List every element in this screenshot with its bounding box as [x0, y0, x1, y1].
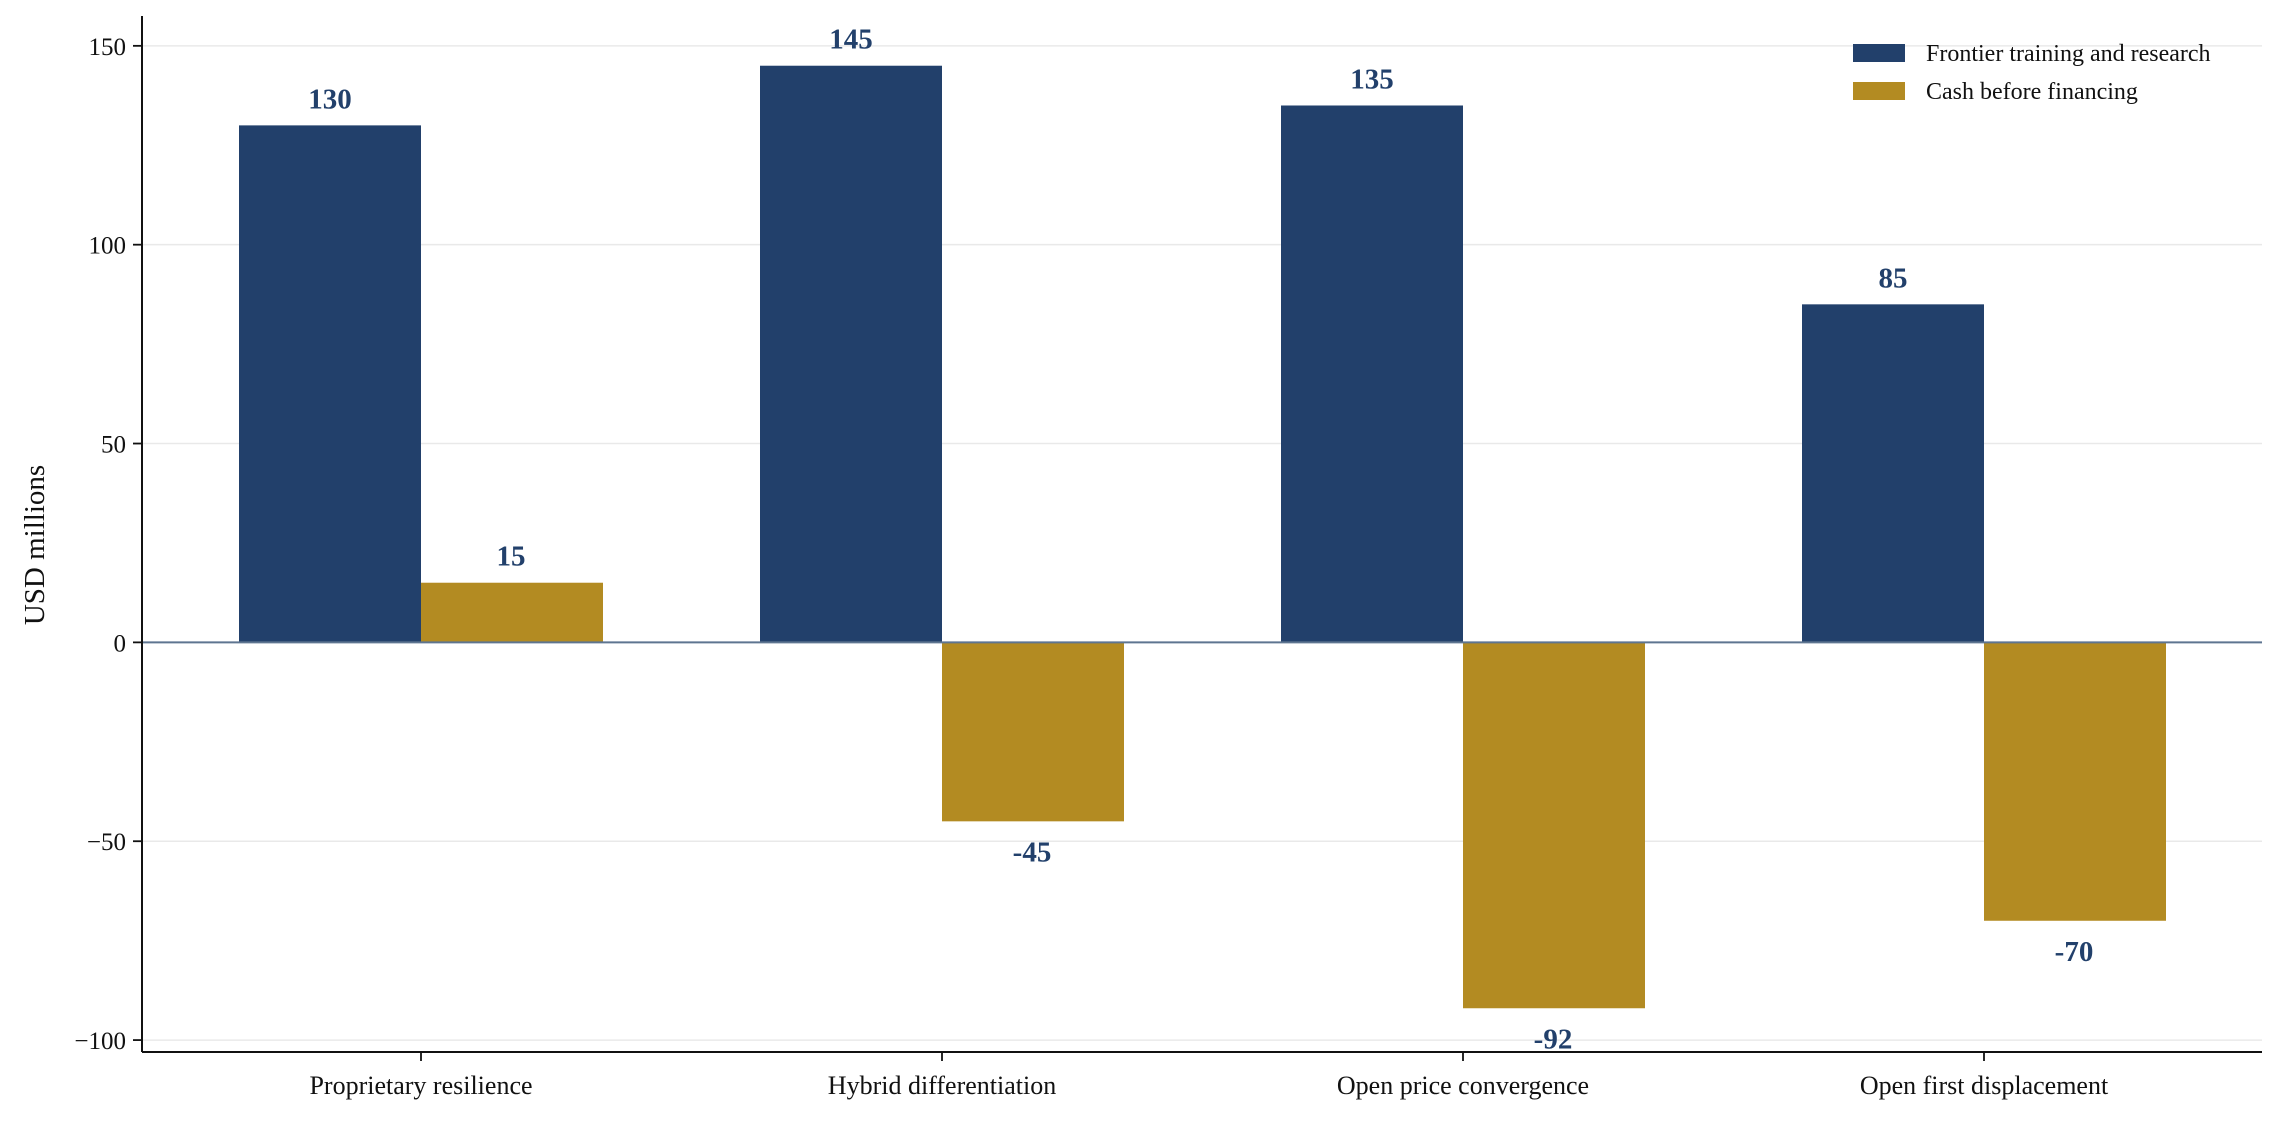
bar-cash-before-financing: [942, 642, 1124, 822]
bar-cash-before-financing: [1463, 642, 1645, 1009]
data-label: -45: [1013, 836, 1052, 868]
y-tick-label: −50: [87, 829, 126, 856]
y-axis-title: USD millions: [19, 465, 51, 625]
data-label: 130: [308, 83, 352, 115]
x-tick-label: Open price convergence: [1337, 1071, 1589, 1100]
x-tick-label: Hybrid differentiation: [828, 1071, 1056, 1100]
data-label: -92: [1534, 1023, 1573, 1055]
legend-swatch: [1853, 82, 1905, 100]
legend-label: Cash before financing: [1926, 79, 2138, 105]
y-tick-label: 100: [89, 233, 127, 260]
bar-frontier-training: [760, 65, 942, 643]
bar-frontier-training: [1281, 105, 1463, 643]
bar-frontier-training: [1802, 304, 1984, 643]
data-label: 145: [829, 24, 873, 56]
bar-cash-before-financing: [421, 582, 603, 643]
bars: [239, 65, 2166, 1009]
legend-swatch: [1853, 44, 1905, 62]
data-label: -70: [2055, 936, 2094, 968]
y-tick-label: 50: [101, 432, 126, 459]
axes: 150 100 50 0 −50 −100 Proprietary resilience Hy…: [19, 16, 2262, 1100]
x-tick-label: Open first displacement: [1860, 1071, 2109, 1100]
data-label: 85: [1879, 262, 1908, 294]
legend-label: Frontier training and research: [1926, 41, 2211, 67]
gridlines: [142, 45, 2262, 1041]
y-tick-label: −100: [74, 1028, 126, 1055]
data-label: 135: [1350, 63, 1394, 95]
x-tick-label: Proprietary resilience: [309, 1071, 532, 1100]
bar-frontier-training: [239, 125, 421, 643]
y-tick-label: 0: [114, 630, 127, 657]
bar-cash-before-financing: [1984, 642, 2166, 921]
y-tick-label: 150: [89, 34, 127, 61]
data-labels: 130 145 135 85 15 -45 -92 -70: [308, 24, 2093, 1056]
legend: Frontier training and research Cash befor…: [1853, 41, 2211, 105]
data-label: 15: [497, 541, 526, 573]
